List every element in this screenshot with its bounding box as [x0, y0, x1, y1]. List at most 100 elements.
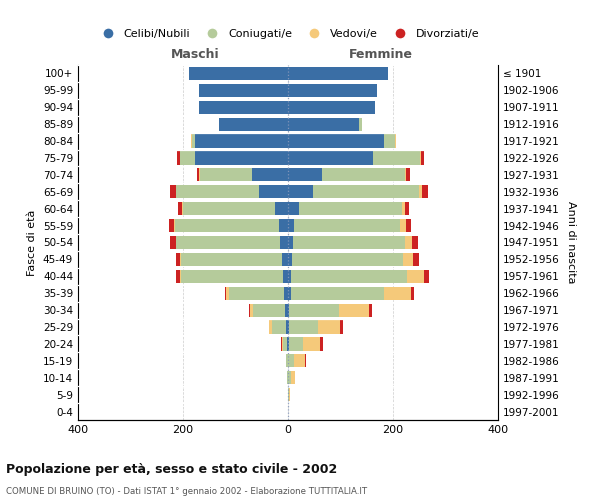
Bar [288, 371, 290, 384]
Bar [191, 134, 192, 147]
Bar [288, 270, 290, 283]
Bar [288, 118, 359, 131]
Bar [176, 185, 259, 198]
Bar [288, 67, 388, 80]
Bar [275, 202, 288, 215]
Text: Femmine: Femmine [349, 48, 412, 62]
Bar [322, 168, 405, 181]
Bar [320, 338, 323, 350]
Bar [169, 219, 174, 232]
Bar [303, 338, 320, 350]
Bar [194, 152, 288, 164]
Bar [253, 304, 286, 316]
Bar [249, 304, 250, 316]
Bar [280, 236, 288, 249]
Bar [175, 219, 278, 232]
Bar [288, 100, 374, 114]
Bar [370, 304, 372, 316]
Bar [288, 354, 295, 368]
Bar [412, 236, 418, 249]
Bar [176, 253, 180, 266]
Bar [404, 236, 412, 249]
Bar [199, 100, 288, 114]
Bar [170, 236, 176, 249]
Bar [282, 253, 288, 266]
Bar [419, 185, 422, 198]
Bar [405, 202, 409, 215]
Bar [295, 219, 400, 232]
Bar [373, 152, 420, 164]
Bar [229, 286, 284, 300]
Bar [192, 134, 194, 147]
Bar [289, 320, 318, 334]
Bar [180, 152, 194, 164]
Bar [420, 152, 421, 164]
Bar [400, 219, 406, 232]
Bar [421, 152, 424, 164]
Bar [295, 354, 305, 368]
Legend: Celibi/Nubili, Coniugati/e, Vedovi/e, Divorziati/e: Celibi/Nubili, Coniugati/e, Vedovi/e, Di… [92, 24, 484, 44]
Bar [253, 168, 288, 181]
Text: Popolazione per età, sesso e stato civile - 2002: Popolazione per età, sesso e stato civil… [6, 462, 337, 475]
Bar [289, 304, 339, 316]
Bar [199, 84, 288, 97]
Bar [170, 185, 176, 198]
Bar [278, 219, 288, 232]
Bar [286, 354, 288, 368]
Bar [180, 253, 181, 266]
Y-axis label: Fasce di età: Fasce di età [28, 210, 37, 276]
Bar [225, 286, 226, 300]
Bar [318, 320, 340, 334]
Bar [288, 134, 383, 147]
Bar [190, 67, 288, 80]
Bar [288, 202, 299, 215]
Bar [259, 185, 288, 198]
Bar [288, 253, 292, 266]
Bar [290, 286, 384, 300]
Bar [284, 286, 288, 300]
Bar [405, 168, 406, 181]
Bar [218, 118, 288, 131]
Bar [283, 270, 288, 283]
Bar [288, 286, 290, 300]
Bar [403, 202, 405, 215]
Bar [383, 134, 395, 147]
Bar [272, 320, 286, 334]
Bar [340, 320, 343, 334]
Bar [313, 185, 419, 198]
Bar [406, 219, 411, 232]
Bar [406, 168, 410, 181]
Bar [288, 152, 373, 164]
Bar [194, 134, 288, 147]
Bar [403, 253, 413, 266]
Bar [395, 134, 396, 147]
Bar [283, 338, 287, 350]
Bar [288, 304, 289, 316]
Bar [288, 219, 295, 232]
Bar [197, 168, 199, 181]
Bar [290, 371, 295, 384]
Bar [422, 185, 428, 198]
Bar [282, 338, 283, 350]
Bar [413, 253, 419, 266]
Bar [288, 84, 377, 97]
Bar [305, 354, 306, 368]
Bar [181, 270, 283, 283]
Bar [288, 236, 293, 249]
Bar [289, 388, 290, 401]
Bar [412, 286, 414, 300]
Bar [288, 388, 289, 401]
Bar [178, 202, 182, 215]
Bar [288, 320, 289, 334]
Bar [290, 270, 407, 283]
Bar [176, 270, 181, 283]
Bar [359, 118, 361, 131]
Bar [289, 338, 303, 350]
Bar [288, 185, 313, 198]
Y-axis label: Anni di nascita: Anni di nascita [566, 201, 576, 284]
Bar [288, 168, 322, 181]
Bar [339, 304, 370, 316]
Bar [200, 168, 253, 181]
Bar [181, 253, 282, 266]
Bar [177, 152, 180, 164]
